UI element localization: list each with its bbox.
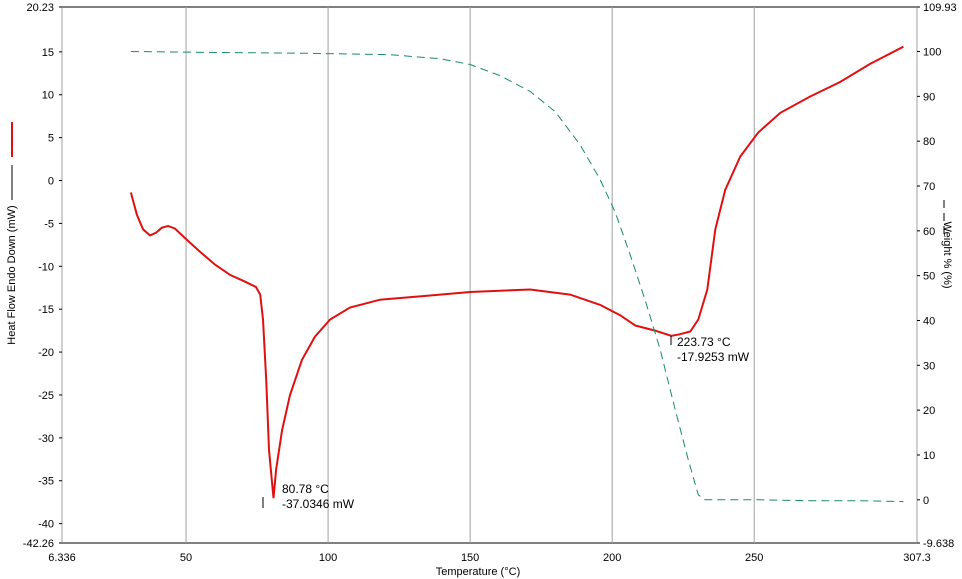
annotation-text: -37.0346 mW <box>282 497 355 511</box>
y2-tick-label: 90 <box>923 91 935 103</box>
y-tick-label: -10 <box>38 261 54 273</box>
y2-tick-label: 30 <box>923 360 935 372</box>
y-tick-label: -25 <box>38 390 54 402</box>
y2-tick-label: 80 <box>923 136 935 148</box>
y-tick-label: -20 <box>38 347 54 359</box>
x-tick-label: 307.3 <box>903 552 931 564</box>
y-tick-label: 10 <box>42 90 54 102</box>
annotation-text: 80.78 °C <box>282 482 329 496</box>
y-tick-label: 0 <box>48 176 54 188</box>
y2-tick-label: -9.638 <box>923 538 954 550</box>
x-tick-label: 200 <box>603 552 621 564</box>
plot-frame <box>61 6 918 544</box>
x-tick-label: 100 <box>319 552 337 564</box>
y-tick-label: 20.23 <box>26 2 54 14</box>
y2-tick-label: 50 <box>923 271 935 283</box>
y-tick-label: 5 <box>48 133 54 145</box>
series-line <box>129 45 904 499</box>
x-tick-label: 150 <box>461 552 479 564</box>
y-tick-label: -15 <box>38 304 54 316</box>
y-tick-label: -5 <box>44 218 54 230</box>
y2-tick-label: 60 <box>923 226 935 238</box>
y2-tick-label: 109.93 <box>923 2 957 14</box>
y2-tick-label: 20 <box>923 405 935 417</box>
y-axis-label: Heat Flow Endo Down (mW) <box>6 205 18 344</box>
annotation-text: 223.73 °C <box>677 335 731 349</box>
y2-tick-label: 0 <box>923 495 929 507</box>
y-tick-label: -42.26 <box>23 538 54 550</box>
x-tick-label: 6.336 <box>48 552 76 564</box>
y-tick-label: -40 <box>38 519 54 531</box>
x-tick-label: 250 <box>745 552 763 564</box>
series-line <box>130 51 904 503</box>
x-axis-label: Temperature (°C) <box>436 566 520 578</box>
y-tick-label: -30 <box>38 433 54 445</box>
y2-axis-label: Weight % (%) <box>941 221 953 288</box>
y-tick-label: 15 <box>42 47 54 59</box>
y2-tick-label: 10 <box>923 450 935 462</box>
x-tick-label: 50 <box>180 552 192 564</box>
y2-tick-label: 100 <box>923 47 941 59</box>
y2-tick-label: 70 <box>923 181 935 193</box>
y-tick-label: -35 <box>38 476 54 488</box>
annotation-text: -17.9253 mW <box>677 350 750 364</box>
y2-tick-label: 40 <box>923 315 935 327</box>
